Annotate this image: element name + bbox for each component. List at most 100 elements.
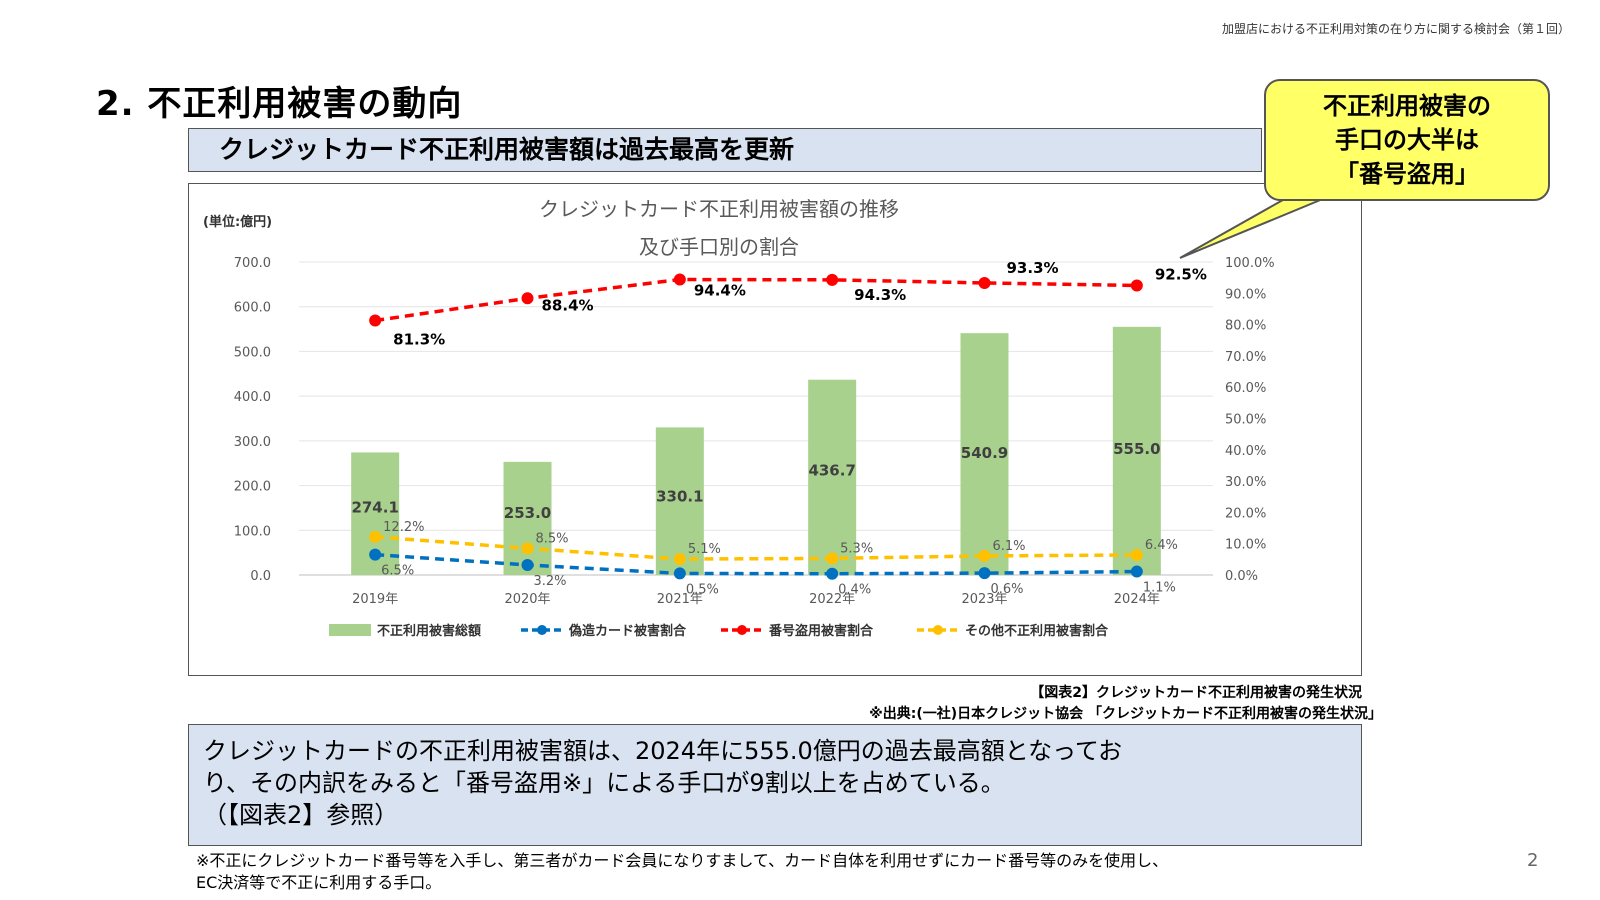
series-marker bbox=[369, 530, 382, 543]
summary-line-1: クレジットカードの不正利用被害額は、2024年に555.0億円の過去最高額となっ… bbox=[203, 737, 1123, 765]
callout-line-1: 不正利用被害の bbox=[1323, 92, 1491, 120]
series-marker bbox=[826, 552, 839, 565]
page-number: 2 bbox=[1527, 850, 1539, 871]
series-line bbox=[375, 535, 1137, 561]
line-data-label: 88.4% bbox=[542, 296, 594, 314]
legend-swatch-marker bbox=[537, 625, 547, 635]
chart-frame: クレジットカード不正利用被害額の推移 及び手口別の割合 (単位:億円) 0.0 100.… bbox=[188, 183, 1362, 676]
header-note: 加盟店における不正利用対策の在り方に関する検討会（第１回） bbox=[1221, 22, 1570, 36]
y2-tick-label: 20.0% bbox=[1225, 506, 1266, 521]
bar-data-label: 330.1 bbox=[656, 487, 703, 505]
line-data-label: 93.3% bbox=[1007, 259, 1059, 277]
y-tick-label: 600.0 bbox=[234, 301, 271, 316]
line-data-label: 6.5% bbox=[381, 564, 414, 579]
bar-data-label: 555.0 bbox=[1113, 440, 1160, 458]
line-data-label: 5.1% bbox=[688, 542, 721, 557]
series-marker bbox=[521, 558, 534, 571]
y2-tick-label: 80.0% bbox=[1225, 319, 1266, 334]
bar-data-label: 253.0 bbox=[504, 504, 551, 522]
legend-label: 番号盗用被害割合 bbox=[768, 623, 874, 639]
x-tick-label: 2019年 bbox=[352, 592, 398, 607]
y-tick-label: 200.0 bbox=[234, 480, 271, 495]
legend-swatch-bar bbox=[329, 624, 371, 636]
series-marker bbox=[673, 553, 686, 566]
series-marker bbox=[521, 542, 534, 555]
line-data-label: 81.3% bbox=[393, 331, 445, 349]
y2-tick-label: 100.0% bbox=[1225, 256, 1275, 271]
legend-label: 偽造カード被害割合 bbox=[568, 623, 687, 639]
line-data-label: 6.4% bbox=[1145, 538, 1178, 553]
legend-label: その他不正利用被害割合 bbox=[965, 623, 1109, 639]
line-data-label: 5.3% bbox=[840, 541, 873, 556]
bar bbox=[503, 461, 552, 575]
summary-line-3: （【図表2】参照） bbox=[203, 801, 399, 829]
line-data-label: 3.2% bbox=[534, 574, 567, 589]
subtitle-banner: クレジットカード不正利用被害額は過去最高を更新 bbox=[188, 128, 1262, 172]
series-marker bbox=[673, 273, 686, 286]
legend-swatch-marker bbox=[737, 625, 747, 635]
series-marker bbox=[369, 548, 382, 561]
y2-tick-label: 40.0% bbox=[1225, 444, 1266, 459]
bar bbox=[808, 379, 857, 575]
y-tick-label: 700.0 bbox=[234, 256, 271, 271]
y2-tick-label: 90.0% bbox=[1225, 287, 1266, 302]
y-tick-label: 300.0 bbox=[234, 435, 271, 450]
x-tick-label: 2021年 bbox=[657, 592, 703, 607]
chart-title-line-2: 及び手口別の割合 bbox=[639, 235, 799, 259]
figure-caption: 【図表2】クレジットカード不正利用被害の発生状況 bbox=[1030, 685, 1362, 701]
series-line bbox=[374, 277, 1137, 323]
series-marker bbox=[978, 276, 991, 289]
summary-box: クレジットカードの不正利用被害額は、2024年に555.0億円の過去最高額となっ… bbox=[188, 724, 1362, 846]
footnote-line-2: EC決済等で不正に利用する手口。 bbox=[196, 873, 442, 892]
series-marker bbox=[978, 567, 991, 580]
series-marker bbox=[369, 314, 382, 327]
line-data-label: 92.5% bbox=[1155, 265, 1207, 283]
line-data-label: 0.6% bbox=[991, 582, 1024, 597]
callout-line-3: 「番号盗用」 bbox=[1335, 160, 1479, 188]
line-data-label: 94.3% bbox=[854, 286, 906, 304]
bar-data-label: 274.1 bbox=[351, 498, 398, 516]
bar-data-label: 540.9 bbox=[961, 444, 1008, 462]
footnote-line-1: ※不正にクレジットカード番号等を入手し、第三者がカード会員になりすまして、カード… bbox=[196, 851, 1169, 870]
chart-title-line-1: クレジットカード不正利用被害額の推移 bbox=[539, 197, 899, 221]
y2-tick-label: 60.0% bbox=[1225, 381, 1266, 396]
legend-swatch-marker bbox=[933, 625, 943, 635]
series-marker bbox=[673, 567, 686, 580]
line-data-label: 12.2% bbox=[383, 520, 424, 535]
bar bbox=[655, 427, 704, 575]
x-tick-label: 2023年 bbox=[961, 592, 1007, 607]
page-title: 2. 不正利用被害の動向 bbox=[96, 84, 463, 124]
figure-source: ※出典:(一社)日本クレジット協会 「クレジットカード不正利用被害の発生状況」 bbox=[869, 706, 1382, 722]
y-axis-unit-label: (単位:億円) bbox=[203, 214, 272, 230]
y2-tick-label: 30.0% bbox=[1225, 475, 1266, 490]
y2-tick-label: 50.0% bbox=[1225, 413, 1266, 428]
line-data-label: 94.4% bbox=[694, 282, 746, 300]
y-tick-label: 100.0 bbox=[234, 524, 271, 539]
legend-label: 不正利用被害総額 bbox=[377, 623, 481, 639]
line-data-label: 0.5% bbox=[686, 582, 719, 597]
series-line bbox=[375, 552, 1137, 576]
series-marker bbox=[521, 292, 534, 305]
line-data-label: 0.4% bbox=[838, 583, 871, 598]
footnote: ※不正にクレジットカード番号等を入手し、第三者がカード会員になりすまして、カード… bbox=[196, 850, 1168, 894]
line-data-label: 1.1% bbox=[1143, 581, 1176, 596]
y-tick-label: 400.0 bbox=[234, 390, 271, 405]
y2-tick-label: 0.0% bbox=[1225, 569, 1258, 584]
series-marker bbox=[1130, 548, 1143, 561]
bar bbox=[960, 333, 1009, 575]
callout-line-2: 手口の大半は bbox=[1335, 126, 1479, 154]
y-tick-label: 500.0 bbox=[234, 345, 271, 360]
line-data-label: 8.5% bbox=[536, 531, 569, 546]
bar-data-label: 436.7 bbox=[808, 462, 855, 480]
series-marker bbox=[826, 567, 839, 580]
series-marker bbox=[1130, 565, 1143, 578]
x-tick-label: 2022年 bbox=[809, 592, 855, 607]
x-tick-label: 2020年 bbox=[504, 592, 550, 607]
y-tick-label: 0.0 bbox=[250, 569, 271, 584]
line-data-label: 6.1% bbox=[993, 539, 1026, 554]
series-marker bbox=[1130, 279, 1143, 292]
y2-tick-label: 10.0% bbox=[1225, 538, 1266, 553]
callout-box: 不正利用被害の 手口の大半は 「番号盗用」 bbox=[1264, 79, 1550, 201]
series-marker bbox=[826, 273, 839, 286]
